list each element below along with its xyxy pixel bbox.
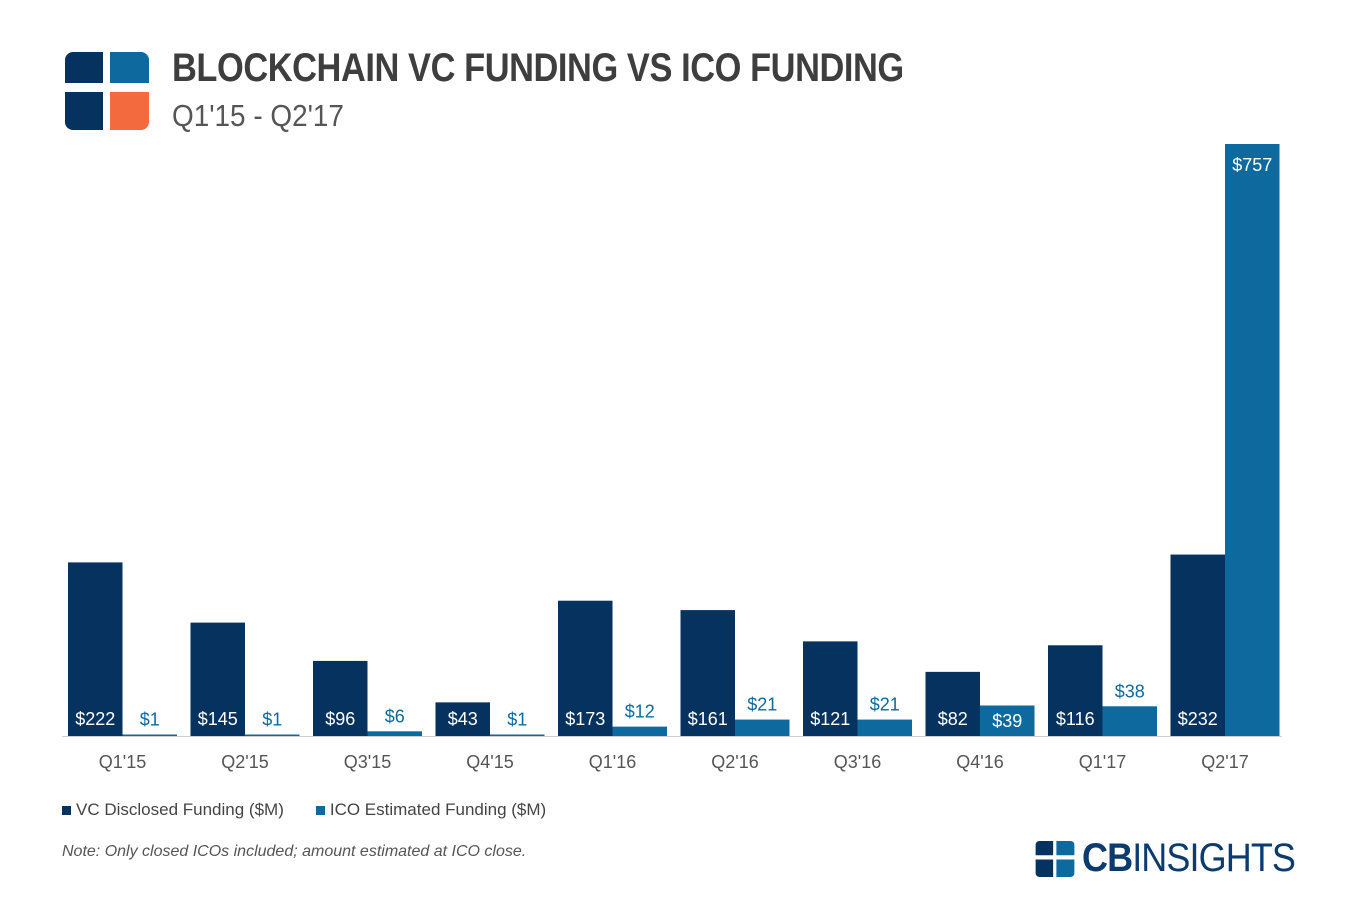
chart-title: BLOCKCHAIN VC FUNDING VS ICO FUNDING [172,46,904,90]
data-label-ico: $21 [870,695,900,715]
bar-ico [367,731,422,736]
legend-swatch-vc [62,805,71,815]
bar-vc [925,671,980,736]
bar-ico [245,734,300,736]
data-label-ico: $12 [625,702,655,722]
x-tick-label: Q3'15 [344,752,391,772]
data-label-ico: $1 [140,710,160,730]
cb-insights-logo-icon [65,52,149,130]
bar-vc [68,562,123,736]
bar-chart: $222 $1 Q1'15 $145 $1 Q2'15 $96 $6 Q3'15 $43 $1 Q4'… [62,144,1282,772]
legend-swatch-ico [315,805,325,815]
data-label-vc: $116 [1056,709,1095,729]
bar-vc [435,702,490,736]
chart-subtitle: Q1'15 - Q2'17 [172,98,344,133]
data-label-vc: $232 [1178,709,1218,729]
brand-name: CBINSIGHTS [1082,836,1296,881]
x-tick-label: Q4'15 [466,752,513,772]
data-label-vc: $173 [565,709,605,729]
data-label-vc: $82 [938,709,968,729]
data-label-vc: $96 [325,709,355,729]
data-label-vc: $121 [810,709,850,729]
data-label-ico: $21 [747,695,777,715]
bar-ico [980,705,1035,736]
data-label-ico: $1 [507,710,527,730]
bar-vc [680,610,735,736]
bar-ico [1225,144,1280,736]
data-label-vc: $43 [448,709,478,729]
data-label-ico: $6 [385,706,405,726]
x-tick-label: Q2'17 [1201,752,1248,772]
data-label-ico: $39 [992,711,1022,731]
bar-vc [190,622,245,736]
x-tick-label: Q2'15 [221,752,268,772]
bar-vc [1170,554,1225,736]
legend-item-ico: ICO Estimated Funding ($M) [315,800,547,820]
bar-vc [313,660,368,736]
data-label-ico: $757 [1232,155,1272,175]
bar-vc [1048,645,1103,736]
legend-label-vc: VC Disclosed Funding ($M) [76,800,284,819]
cb-insights-small-logo-icon [1035,840,1075,877]
data-label-ico: $1 [262,710,282,730]
legend-item-vc: VC Disclosed Funding ($M) [62,800,284,820]
x-tick-label: Q2'16 [711,752,758,772]
x-tick-label: Q1'15 [99,752,146,772]
x-tick-label: Q1'17 [1079,752,1126,772]
legend-label-ico: ICO Estimated Funding ($M) [329,800,547,819]
brand-wordmark: CBINSIGHTS [1034,836,1319,881]
footnote: Note: Only closed ICOs included; amount … [62,843,527,860]
brand-name-light: INSIGHTS [1132,836,1296,880]
bar-ico [1102,706,1157,736]
bar-ico [122,734,177,736]
chart-legend: VC Disclosed Funding ($M) ICO Estimated … [62,800,546,820]
bar-ico [857,719,912,736]
data-label-vc: $222 [75,709,115,729]
data-label-vc: $161 [688,709,728,729]
bar-ico [490,734,545,736]
bar-vc [803,641,858,736]
bar-vc [558,600,613,736]
data-label-ico: $38 [1115,681,1145,701]
bar-ico [612,726,667,736]
x-tick-label: Q3'16 [834,752,881,772]
data-label-vc: $145 [198,709,238,729]
x-tick-label: Q4'16 [956,752,1003,772]
x-tick-label: Q1'16 [589,752,636,772]
bar-ico [735,719,790,736]
brand-name-bold: CB [1082,836,1133,880]
